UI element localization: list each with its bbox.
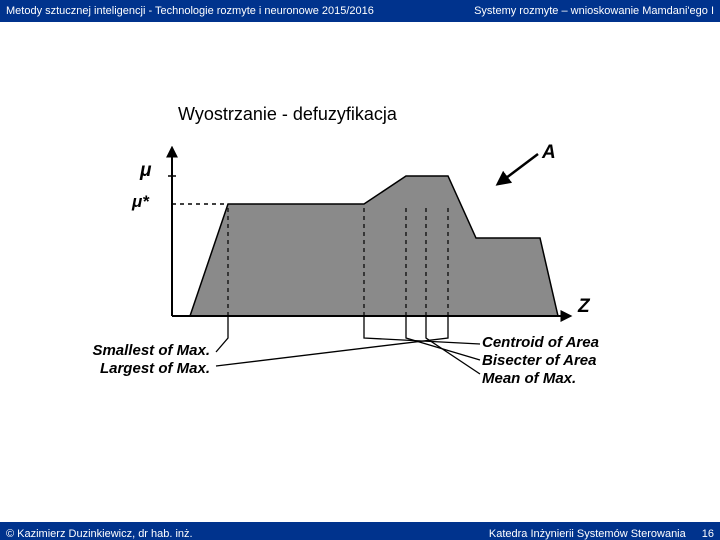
label-smallest-of-max: Smallest of Max. <box>80 342 210 359</box>
header-right: Systemy rozmyte – wnioskowanie Mamdani'e… <box>474 5 714 17</box>
header-bar: Metody sztucznej inteligencji - Technolo… <box>0 0 720 22</box>
A-label: A <box>542 142 556 164</box>
defuzzification-figure: μ μ* A Z Smallest of Max. Largest of Max… <box>126 146 610 392</box>
label-largest-of-max: Largest of Max. <box>80 360 210 377</box>
label-bisector: Bisecter of Area <box>482 352 597 369</box>
mu-axis-label: μ <box>140 160 151 182</box>
footer-right: Katedra Inżynierii Systemów Sterowania <box>489 528 686 540</box>
z-axis-label: Z <box>578 296 590 318</box>
footer-left: © Kazimierz Duzinkiewicz, dr hab. inż. <box>6 528 193 540</box>
footer-bar: © Kazimierz Duzinkiewicz, dr hab. inż. K… <box>0 522 720 540</box>
header-left: Metody sztucznej inteligencji - Technolo… <box>6 5 374 17</box>
label-centroid: Centroid of Area <box>482 334 599 351</box>
label-mean-of-max: Mean of Max. <box>482 370 576 387</box>
mu-star-label: μ* <box>132 192 149 212</box>
footer-page: 16 <box>702 528 714 540</box>
slide-title: Wyostrzanie - defuzyfikacja <box>178 104 397 125</box>
